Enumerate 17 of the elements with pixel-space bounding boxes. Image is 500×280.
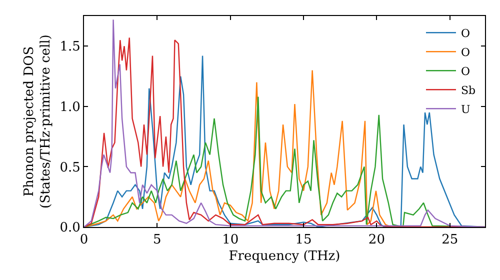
legend-label: U	[460, 102, 470, 116]
x-tick-label: 15	[295, 232, 312, 248]
x-axis-title: Frequency (THz)	[228, 249, 340, 264]
legend-label: O	[460, 26, 470, 40]
x-tick-label: 5	[153, 232, 162, 248]
legend-label: O	[460, 64, 470, 78]
x-tick-label: 0	[80, 232, 88, 248]
y-tick-label: 0.0	[60, 220, 80, 236]
y-tick-label: 1.0	[60, 100, 80, 115]
x-tick-label: 20	[368, 232, 385, 248]
y-axis-title: Phonon projected DOS (States/THz·primitive cell)	[22, 34, 54, 209]
y-tick-label: 0.5	[60, 160, 80, 176]
y-tick-label: 1.5	[60, 40, 80, 55]
x-tick-label: 25	[442, 232, 458, 248]
legend-label: Sb	[460, 84, 476, 97]
x-tick-label: 10	[222, 232, 239, 248]
legend-label: O	[460, 46, 470, 59]
